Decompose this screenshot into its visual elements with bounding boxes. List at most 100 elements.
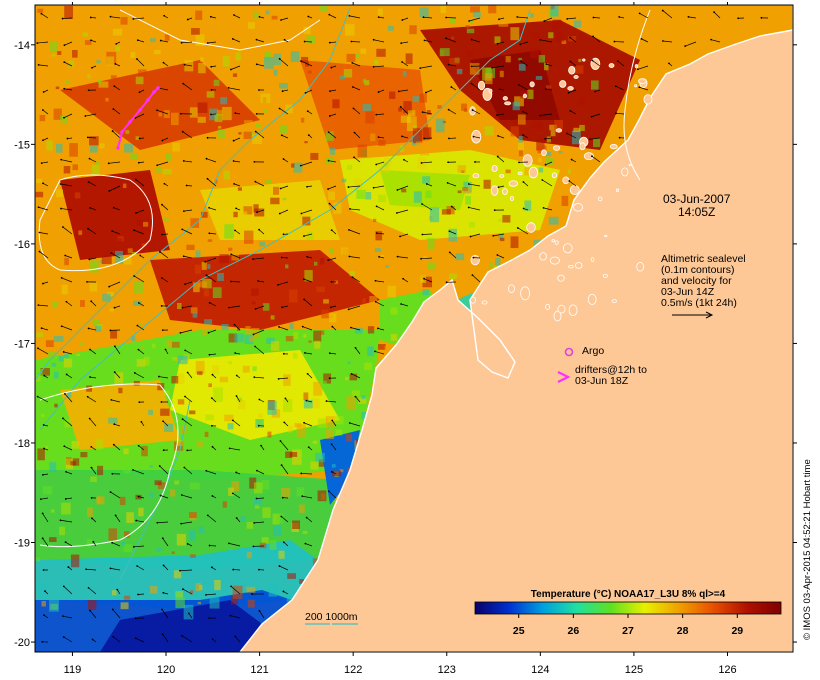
velocity-vector	[256, 470, 265, 475]
velocity-vector	[41, 327, 49, 331]
velocity-vector	[255, 305, 265, 310]
velocity-vector	[329, 203, 337, 211]
velocity-vector	[277, 281, 289, 286]
velocity-vector	[89, 349, 97, 355]
velocity-vector	[185, 350, 193, 355]
velocity-vector	[64, 393, 73, 403]
velocity-vector	[662, 40, 673, 43]
velocity-vector	[421, 161, 433, 164]
velocity-vector	[422, 111, 433, 115]
contour-line	[39, 383, 179, 548]
velocity-vector	[63, 615, 73, 619]
velocity-vector	[355, 347, 361, 355]
velocity-vector	[233, 14, 241, 19]
velocity-vector	[330, 305, 337, 308]
velocity-vector	[64, 88, 73, 91]
sst-field	[35, 5, 793, 652]
velocity-vector	[397, 256, 409, 259]
velocity-vector	[451, 206, 457, 211]
velocity-vector	[206, 275, 217, 283]
velocity-vector	[400, 106, 409, 115]
velocity-vector	[282, 89, 289, 92]
y-tick-label: -17	[14, 338, 30, 350]
velocity-vector	[138, 302, 145, 307]
velocity-vector	[711, 39, 721, 43]
velocity-vector	[156, 109, 169, 115]
velocity-vector	[183, 83, 193, 91]
velocity-vector	[90, 207, 97, 211]
velocity-vector	[64, 41, 73, 46]
velocity-vector	[351, 41, 361, 43]
velocity-vector	[349, 256, 361, 259]
velocity-vector	[40, 497, 49, 500]
velocity-vector	[278, 326, 289, 331]
velocity-vector	[348, 229, 361, 235]
velocity-vector	[471, 39, 481, 43]
velocity-vector	[91, 518, 97, 523]
velocity-vector	[161, 609, 169, 619]
velocity-vector	[281, 134, 289, 139]
velocity-vector	[61, 277, 73, 283]
velocity-vector	[183, 160, 193, 163]
x-tick-label: 120	[157, 664, 175, 676]
velocity-vector	[303, 278, 313, 283]
velocity-vector	[112, 130, 121, 139]
velocity-vector	[37, 41, 49, 44]
velocity-vector	[448, 109, 457, 115]
velocity-vector	[278, 377, 289, 380]
velocity-vector	[401, 136, 409, 139]
velocity-vector	[228, 87, 241, 91]
velocity-vector	[89, 158, 97, 163]
velocity-vector	[162, 233, 169, 235]
svg-text:drifters@12h to: drifters@12h to	[575, 364, 647, 376]
velocity-vector	[163, 565, 169, 571]
velocity-vector	[66, 374, 73, 379]
velocity-vector	[639, 13, 649, 19]
velocity-vector	[113, 108, 121, 115]
velocity-vector	[355, 396, 361, 403]
velocity-vector	[282, 305, 289, 308]
velocity-vector	[373, 65, 385, 68]
velocity-vector	[303, 299, 313, 307]
velocity-vector	[378, 89, 385, 93]
colorbar-tick-label: 27	[622, 625, 634, 637]
velocity-vector	[401, 41, 409, 44]
velocity-vector	[518, 84, 529, 91]
velocity-vector	[233, 160, 241, 163]
velocity-vector	[182, 131, 193, 139]
y-tick-label: -14	[14, 40, 30, 52]
velocity-vector	[64, 445, 73, 451]
y-tick-label: -19	[14, 538, 30, 550]
velocity-vector	[61, 159, 73, 163]
velocity-vector	[109, 185, 121, 192]
velocity-vector	[232, 420, 241, 427]
velocity-vector	[89, 376, 97, 379]
velocity-vector	[115, 515, 121, 523]
velocity-vector	[87, 228, 97, 235]
colorbar-tick-label: 28	[677, 625, 689, 637]
velocity-vector	[234, 230, 241, 235]
velocity-vector	[211, 397, 217, 403]
velocity-vector	[236, 395, 241, 403]
velocity-vector	[62, 17, 73, 19]
velocity-vector	[207, 41, 217, 44]
velocity-vector	[424, 40, 433, 43]
velocity-vector	[472, 274, 481, 283]
y-tick-label: -15	[14, 139, 30, 151]
velocity-vector	[615, 85, 625, 91]
velocity-vector	[180, 329, 193, 334]
velocity-vector	[42, 109, 49, 115]
velocity-vector	[256, 39, 265, 43]
velocity-vector	[113, 636, 121, 643]
velocity-vector	[375, 301, 385, 307]
sst-region	[60, 60, 260, 150]
velocity-vector	[42, 513, 49, 523]
velocity-vector	[133, 17, 145, 20]
velocity-vector	[85, 113, 97, 117]
velocity-vector	[451, 86, 457, 91]
velocity-vector	[228, 543, 241, 547]
velocity-vector	[182, 588, 193, 595]
velocity-vector	[544, 17, 553, 22]
velocity-vector	[329, 41, 337, 44]
sst-region	[60, 170, 170, 260]
